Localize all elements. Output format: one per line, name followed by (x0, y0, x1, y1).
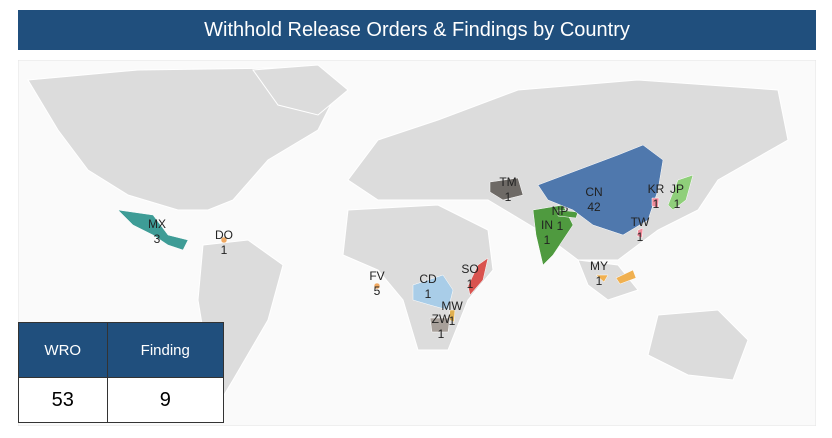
southeast-asia (577, 259, 639, 301)
country-shape (667, 174, 694, 211)
country-shape (448, 309, 456, 323)
greenland (252, 64, 349, 116)
country-code: MY (590, 259, 608, 273)
country-code: TM (499, 175, 516, 189)
country-shape (429, 317, 451, 333)
country-count: 1 (438, 327, 445, 341)
country-count: 1 (544, 233, 551, 247)
countries: MX3 DO1FV5CD1MW1ZW1SO1TM1IN1NP1CN42KR1JP1… (117, 144, 694, 341)
country-shape (467, 257, 489, 296)
australia (647, 309, 749, 381)
summary-table: WRO Finding 53 9 (18, 322, 225, 423)
header-cell: Finding (106, 322, 225, 378)
country-shape (412, 274, 454, 311)
country-count: 1 (557, 219, 564, 233)
land (27, 64, 789, 407)
country-shape (636, 227, 644, 239)
country-code: DO (215, 228, 233, 242)
country-code: JP (670, 182, 684, 196)
country-shape (557, 209, 579, 219)
country-count: 1 (653, 197, 660, 211)
country-shape (220, 236, 228, 244)
country-code: CD (419, 272, 437, 286)
country-code: MW (441, 299, 463, 313)
country-count: 1 (425, 287, 432, 301)
header-cell: WRO (18, 322, 108, 378)
country-count: 5 (374, 284, 381, 298)
country-count: 1 (221, 243, 228, 257)
country-count: 1 (505, 190, 512, 204)
africa (342, 204, 494, 351)
country-code: MX (148, 217, 166, 231)
cell: 53 (18, 377, 108, 423)
country-shape (595, 269, 637, 285)
country-shape (117, 209, 189, 251)
title: Withhold Release Orders & Findings by Co… (18, 10, 816, 50)
country-shape (489, 177, 524, 201)
country-count: 1 (674, 197, 681, 211)
country-count: 1 (596, 274, 603, 288)
country-count: 1 (467, 277, 474, 291)
country-code: SO (461, 262, 478, 276)
country-code: ZW (432, 312, 451, 326)
cell: 9 (106, 377, 225, 423)
country-code: FV (369, 269, 384, 283)
country-code: TW (631, 215, 650, 229)
country-shape (651, 197, 660, 209)
country-code: CN (585, 185, 602, 199)
country-count: 3 (154, 232, 161, 246)
country-code: NP (552, 204, 569, 218)
country-count: 1 (637, 230, 644, 244)
country-shape (373, 282, 381, 290)
country-code: KR (648, 182, 665, 196)
country-count: 1 (449, 314, 456, 328)
country-code: IN (541, 218, 553, 232)
eurasia (347, 79, 789, 261)
country-count: 42 (587, 200, 601, 214)
